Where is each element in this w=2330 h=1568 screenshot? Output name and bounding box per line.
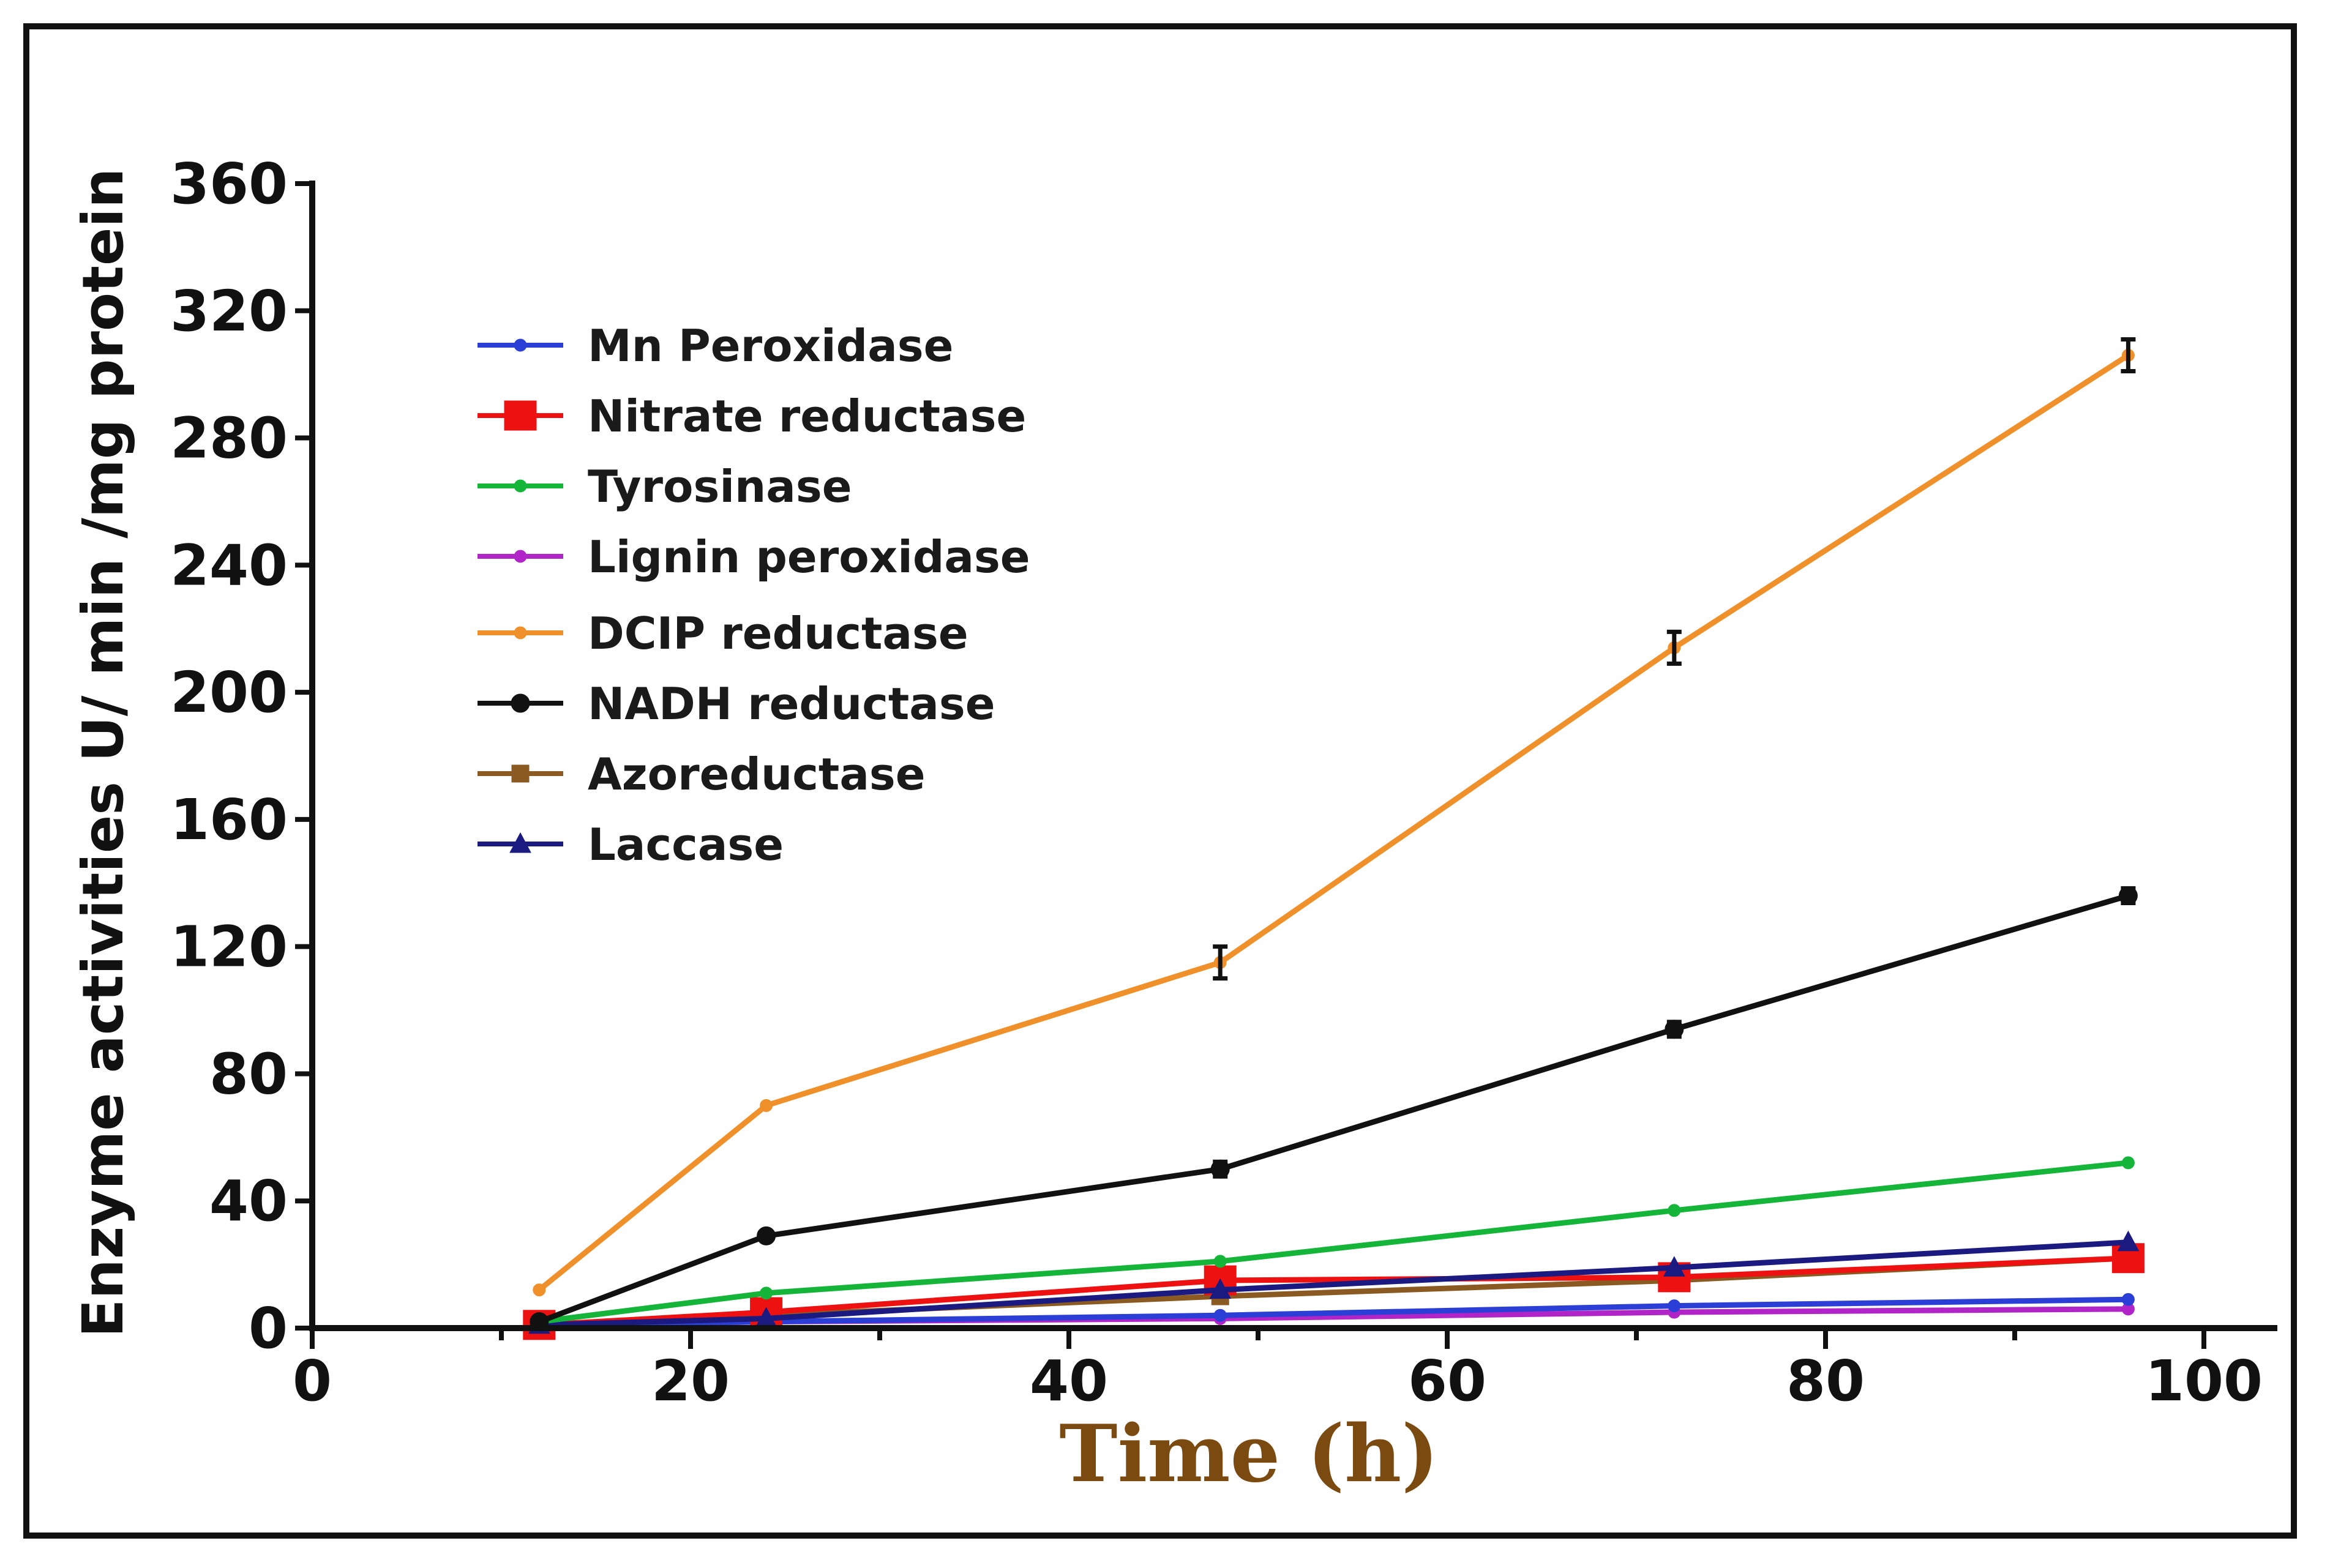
mn-peroxidase-point	[1668, 1299, 1681, 1313]
tyrosinase-point	[1213, 1255, 1227, 1268]
mn-peroxidase-point	[1213, 1309, 1227, 1322]
legend-azoreductase-point	[511, 764, 530, 783]
mn-peroxidase-point	[2121, 1293, 2135, 1306]
legend-mn-peroxidase-point	[514, 338, 527, 352]
laccase-point	[1663, 1256, 1685, 1277]
series-nadh-reductase	[530, 886, 2138, 1332]
dcip-reductase-point	[760, 1099, 773, 1112]
series-dcip-reductase	[533, 337, 2136, 1297]
legend-tyrosinase-point	[514, 479, 527, 493]
legend-label: DCIP reductase	[588, 608, 968, 659]
y-tick-label: 40	[209, 1168, 288, 1234]
x-tick-label: 40	[1030, 1348, 1108, 1414]
legend-item-tyrosinase: Tyrosinase	[478, 461, 852, 512]
y-tick-label: 360	[170, 151, 288, 217]
legend-lignin-peroxidase-point	[514, 550, 527, 563]
legend-item-mn-peroxidase: Mn Peroxidase	[478, 320, 953, 371]
x-tick-label: 0	[293, 1348, 332, 1414]
legend-label: Mn Peroxidase	[588, 320, 953, 371]
tyrosinase-point	[2121, 1156, 2135, 1170]
tyrosinase-point	[1668, 1204, 1681, 1217]
y-tick-label: 160	[170, 787, 288, 853]
nadh-reductase-point	[757, 1226, 776, 1245]
laccase-point	[1209, 1278, 1232, 1299]
y-tick-label: 240	[170, 532, 288, 598]
y-tick-label: 80	[209, 1041, 288, 1107]
legend-item-nadh-reductase: NADH reductase	[478, 678, 995, 730]
legend-item-azoreductase: Azoreductase	[478, 749, 926, 800]
tyrosinase-point	[760, 1286, 773, 1300]
legend-item-nitrate-reductase: Nitrate reductase	[478, 390, 1026, 442]
x-tick-label: 60	[1408, 1348, 1486, 1414]
legend-nadh-reductase-point	[511, 693, 530, 713]
legend-label: Lignin peroxidase	[588, 531, 1030, 583]
legend-item-dcip-reductase: DCIP reductase	[478, 608, 968, 659]
legend-label: Tyrosinase	[588, 461, 852, 512]
x-axis-title: Time (h)	[1059, 1408, 1439, 1500]
y-tick-label: 280	[170, 406, 288, 471]
x-tick-label: 80	[1786, 1348, 1865, 1414]
y-axis-title: Enzyme activities U/ min /mg protein	[70, 168, 136, 1338]
y-tick-label: 200	[170, 660, 288, 725]
legend-item-lignin-peroxidase: Lignin peroxidase	[478, 531, 1030, 583]
legend: Mn Peroxidase Nitrate reductase Tyrosinase…	[478, 320, 1030, 870]
legend-item-laccase: Laccase	[478, 819, 784, 870]
legend-label: NADH reductase	[588, 678, 995, 730]
legend-label: Laccase	[588, 819, 784, 870]
legend-nitrate-reductase-point	[504, 400, 537, 431]
y-tick-label: 320	[170, 278, 288, 344]
y-tick-label: 0	[249, 1296, 288, 1361]
legend-laccase-point	[509, 832, 531, 853]
x-tick-label: 20	[651, 1348, 730, 1414]
legend-label: Nitrate reductase	[588, 390, 1026, 442]
x-tick-label: 100	[2145, 1348, 2263, 1414]
dcip-reductase-point	[533, 1283, 546, 1297]
y-tick-label: 120	[170, 914, 288, 980]
legend-label: Azoreductase	[588, 749, 926, 800]
laccase-point	[2117, 1230, 2140, 1252]
legend-dcip-reductase-point	[514, 626, 527, 640]
